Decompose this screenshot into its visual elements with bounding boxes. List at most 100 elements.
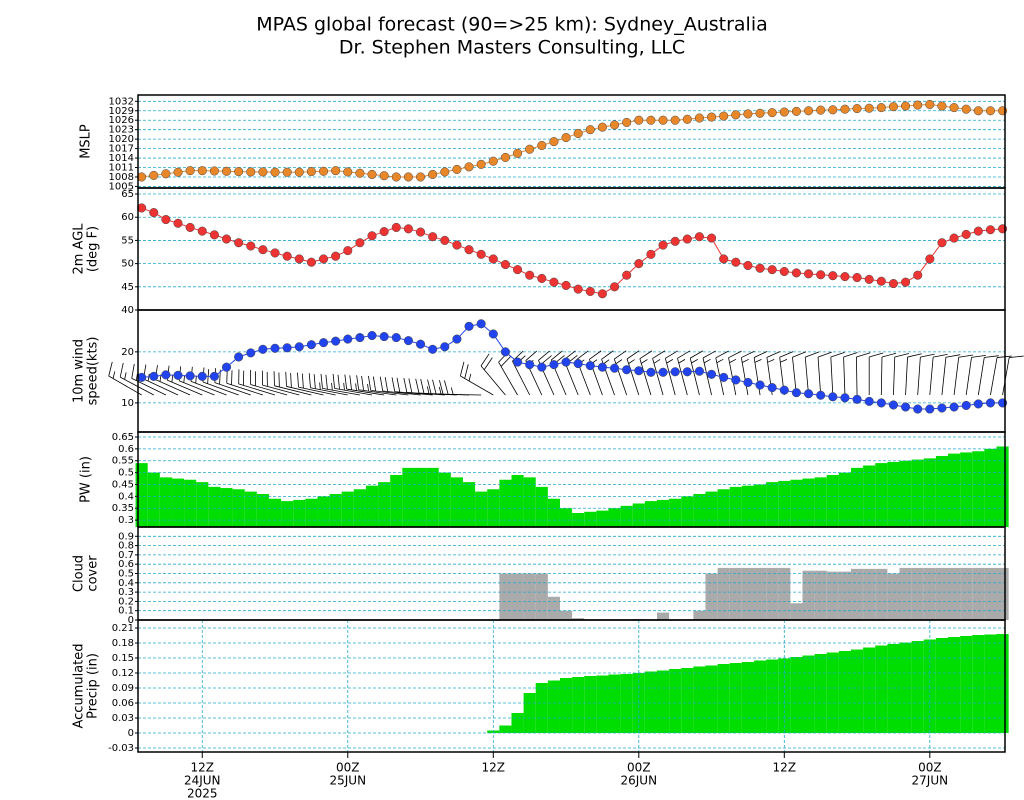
wind-barb — [664, 350, 679, 396]
marker — [173, 218, 183, 228]
marker — [634, 259, 644, 269]
y-tick-label: 0.03 — [112, 713, 134, 724]
bar — [863, 568, 876, 620]
marker — [161, 214, 171, 225]
y-tick-label: 0.6 — [118, 444, 134, 455]
bar — [535, 486, 548, 527]
marker — [682, 114, 692, 124]
marker — [537, 362, 547, 372]
marker — [925, 404, 935, 414]
wind-barb — [391, 377, 433, 396]
bar — [899, 460, 912, 527]
bar — [620, 674, 633, 733]
marker — [512, 265, 523, 275]
marker — [258, 344, 268, 354]
bar — [184, 479, 197, 527]
bar — [960, 452, 973, 527]
y-tick-label: 0.09 — [112, 683, 134, 694]
marker — [804, 269, 814, 279]
y-axis-label: MSLP — [79, 124, 94, 159]
bar — [147, 472, 160, 527]
wind-barb — [868, 352, 884, 395]
y-tick-label: 0.12 — [112, 668, 134, 679]
y-tick-label: 0.4 — [118, 491, 134, 502]
bar — [972, 635, 985, 733]
bar — [511, 713, 524, 733]
bar — [196, 482, 209, 527]
bar — [632, 503, 645, 527]
y-tick-label: 0.35 — [112, 503, 134, 514]
bar — [802, 478, 815, 527]
bar — [778, 567, 791, 620]
marker — [561, 280, 571, 290]
marker — [149, 371, 159, 381]
bar — [693, 493, 706, 527]
marker — [767, 383, 777, 393]
wind-barb — [379, 376, 421, 396]
marker — [294, 342, 304, 352]
wind-barb — [108, 361, 142, 396]
bar — [584, 676, 597, 733]
bar — [402, 467, 415, 527]
marker — [512, 357, 523, 367]
marker — [209, 371, 219, 381]
date-label: 27JUN — [912, 774, 949, 788]
y-tick-label: 0.6 — [118, 559, 134, 570]
bar — [705, 665, 718, 733]
marker — [622, 365, 632, 375]
marker — [185, 166, 195, 176]
bar — [414, 467, 427, 527]
y-tick-label: 0.06 — [112, 698, 134, 709]
marker — [270, 343, 280, 353]
marker — [888, 400, 898, 410]
marker — [294, 254, 304, 264]
bar — [559, 610, 573, 620]
marker — [973, 399, 983, 409]
bar — [499, 479, 512, 527]
marker — [476, 319, 486, 329]
marker — [234, 167, 244, 177]
marker — [549, 137, 559, 147]
bar — [984, 448, 997, 527]
bar — [851, 568, 864, 620]
marker — [876, 103, 886, 113]
marker — [367, 231, 377, 241]
marker — [767, 265, 777, 275]
bar — [790, 657, 803, 733]
bar — [305, 498, 318, 527]
marker — [804, 389, 814, 399]
y-tick-label: 20 — [121, 347, 134, 358]
wind-barb — [652, 350, 666, 396]
bar — [875, 645, 888, 733]
bar — [923, 567, 936, 620]
marker — [876, 398, 886, 408]
wind-barb — [166, 365, 203, 396]
wind-barb — [589, 350, 603, 396]
wind-barb — [131, 363, 167, 396]
bar — [329, 493, 342, 527]
y-tick-label: 0.65 — [112, 432, 134, 443]
marker — [961, 229, 971, 239]
marker — [209, 230, 219, 240]
marker — [609, 363, 620, 373]
marker — [440, 235, 450, 245]
marker — [779, 107, 789, 117]
marker — [561, 357, 571, 367]
bar — [826, 571, 839, 620]
marker — [901, 402, 911, 412]
marker — [646, 115, 656, 125]
date-label: 25JUN — [329, 774, 366, 788]
marker — [634, 115, 644, 125]
wind-barb — [119, 362, 154, 396]
marker — [658, 115, 668, 125]
marker — [864, 274, 874, 284]
marker — [391, 333, 401, 343]
bar — [875, 463, 888, 527]
x-tick-label: 12Z — [482, 761, 506, 775]
marker — [343, 167, 353, 177]
marker — [864, 103, 874, 113]
bar — [923, 458, 936, 527]
marker — [379, 331, 389, 342]
marker — [403, 224, 413, 234]
bar — [535, 683, 548, 733]
